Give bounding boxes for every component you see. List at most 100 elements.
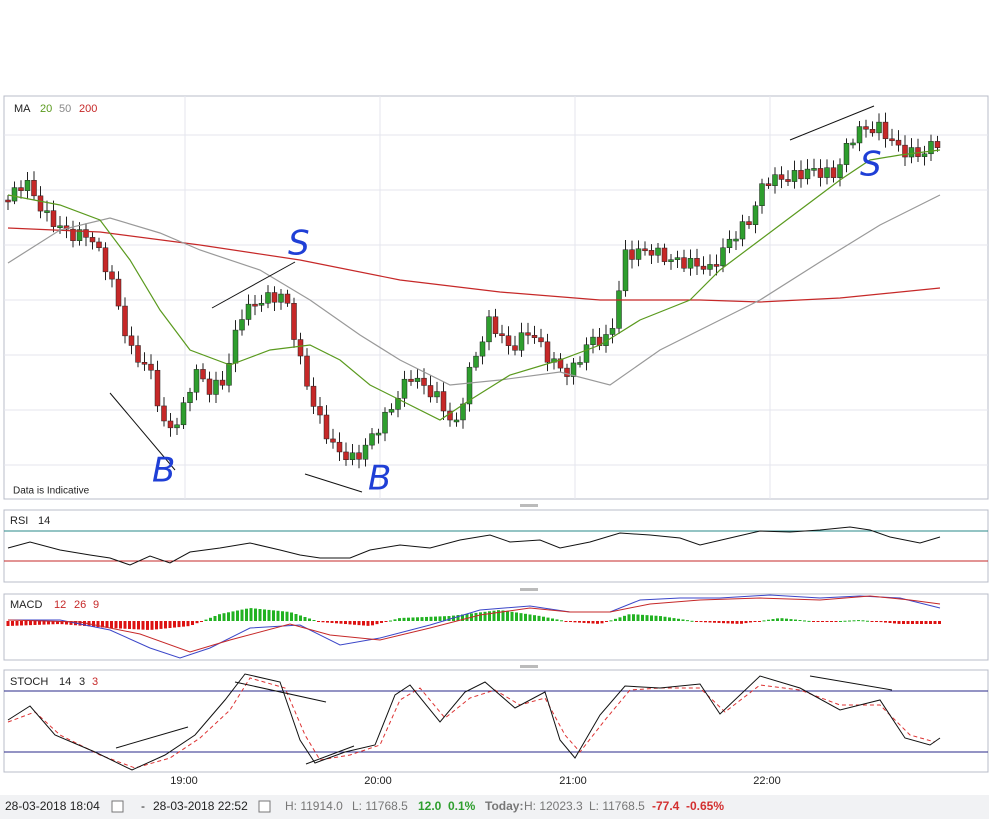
stoch-d-line <box>7 677 936 769</box>
candle-body <box>135 345 141 363</box>
histogram-bar <box>177 621 181 628</box>
grid <box>4 96 988 499</box>
indicator-label: STOCH <box>10 676 48 688</box>
candle-body <box>538 337 544 343</box>
indicator-label: MACD <box>10 599 42 611</box>
candle-body <box>226 362 232 386</box>
candle-body <box>148 363 154 371</box>
candle-body <box>96 241 102 248</box>
histogram-bar <box>677 618 680 621</box>
histogram-bar <box>308 618 311 621</box>
histogram-bar <box>731 621 734 624</box>
histogram-bar <box>222 613 226 621</box>
histogram-bar <box>398 618 401 621</box>
histogram-bar <box>929 621 932 624</box>
histogram-bar <box>749 621 752 623</box>
histogram-bar <box>479 612 482 621</box>
candle-body <box>473 355 479 368</box>
histogram-bar <box>762 620 766 622</box>
calendar-icon[interactable] <box>258 800 271 813</box>
candle-body <box>739 221 746 240</box>
resize-handle[interactable] <box>520 665 538 668</box>
candle-body <box>434 391 440 398</box>
histogram-bar <box>528 614 532 621</box>
candle-body <box>804 168 811 180</box>
histogram-bar <box>281 611 284 621</box>
candle-body <box>713 264 720 267</box>
histogram-bar <box>564 621 568 622</box>
histogram-bar <box>888 621 892 623</box>
candle-body <box>336 441 343 453</box>
calendar-icon[interactable] <box>111 800 124 813</box>
histogram-bar <box>713 621 716 623</box>
histogram-bar <box>164 621 167 629</box>
histogram-bar <box>321 621 325 623</box>
candle-body <box>408 378 414 382</box>
candle-body <box>824 167 830 178</box>
histogram-bar <box>821 621 824 622</box>
candle-body <box>720 247 726 267</box>
candle-body <box>934 141 941 148</box>
date-from[interactable]: 28-03-2018 18:04 <box>5 799 100 813</box>
histogram-bar <box>123 621 127 629</box>
histogram-bar <box>236 610 239 621</box>
histogram-bar <box>582 621 586 623</box>
date-to[interactable]: 28-03-2018 22:52 <box>153 799 248 813</box>
histogram-bar <box>906 621 910 624</box>
annotation: S <box>288 224 310 264</box>
candle-body <box>830 167 837 178</box>
histogram-bar <box>623 615 626 621</box>
candle-body <box>557 358 564 369</box>
histogram-bar <box>641 614 644 621</box>
histogram-bar <box>645 615 649 621</box>
histogram-bar <box>627 614 631 621</box>
candle-body <box>765 183 772 186</box>
candle-body <box>44 210 50 213</box>
histogram-bar <box>263 609 266 621</box>
resize-handle[interactable] <box>520 504 538 507</box>
candle-body <box>388 409 395 413</box>
candle-body <box>109 271 115 280</box>
stoch-k-line <box>7 673 941 771</box>
ma-200-line <box>7 227 941 303</box>
candle-body <box>492 316 499 334</box>
today-change: -77.4 <box>652 799 680 813</box>
histogram-bar <box>317 621 320 622</box>
candle-body <box>798 170 804 180</box>
candle-body <box>746 221 752 225</box>
histogram-bar <box>83 621 86 626</box>
candle-body <box>70 228 76 241</box>
histogram-bar <box>218 614 221 621</box>
histogram-bar <box>150 621 154 630</box>
candle-body <box>382 411 388 434</box>
candle-body <box>544 341 551 363</box>
candle-body <box>778 174 785 180</box>
candle-body <box>167 420 174 429</box>
histogram-bar <box>587 621 590 624</box>
today-high: H: 12023.3 <box>524 799 583 813</box>
x-tick-label: 21:00 <box>559 775 587 787</box>
candle-body <box>733 238 739 242</box>
candle-body <box>505 335 512 346</box>
resize-handle[interactable] <box>520 588 538 591</box>
separator: - <box>141 799 145 813</box>
histogram-bar <box>65 621 68 625</box>
histogram-bar <box>195 621 199 624</box>
histogram-bar <box>393 619 397 621</box>
histogram-bar <box>573 621 577 623</box>
histogram-bar <box>938 621 941 624</box>
histogram-bar <box>785 618 788 621</box>
histogram-bar <box>663 616 667 621</box>
histogram-bar <box>798 620 802 621</box>
histogram-bar <box>884 621 887 623</box>
histogram-bar <box>920 621 923 624</box>
histogram-bar <box>371 621 374 626</box>
indicator-param: 26 <box>74 599 86 611</box>
candle-body <box>161 405 167 422</box>
candle-body <box>284 293 291 304</box>
candle-body <box>180 402 187 426</box>
histogram-bar <box>717 621 721 623</box>
histogram-bar <box>168 621 172 628</box>
histogram-bar <box>146 621 149 630</box>
